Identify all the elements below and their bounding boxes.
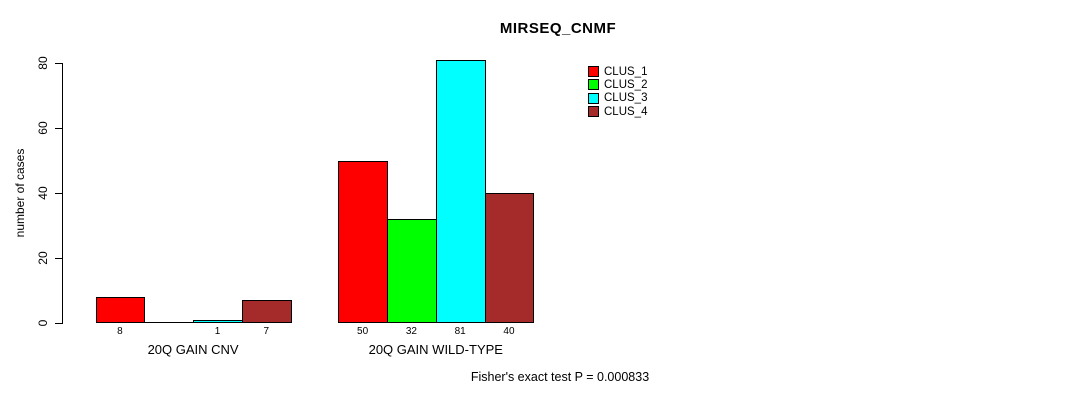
legend-item: CLUS_3 bbox=[588, 92, 647, 105]
x-group-label: 20Q GAIN CNV bbox=[147, 342, 239, 357]
bar-value-label: 81 bbox=[454, 326, 466, 337]
y-tick-mark bbox=[55, 193, 62, 194]
bar-value-label: 1 bbox=[214, 326, 221, 337]
legend-item: CLUS_4 bbox=[588, 105, 647, 118]
legend-label: CLUS_1 bbox=[604, 65, 648, 78]
legend-swatch bbox=[588, 79, 599, 91]
bar bbox=[95, 297, 146, 323]
x-group-label: 20Q GAIN WILD-TYPE bbox=[368, 342, 503, 357]
bar-value-label: 32 bbox=[405, 326, 417, 337]
bar bbox=[144, 322, 195, 323]
bar bbox=[484, 193, 535, 323]
y-tick-mark bbox=[55, 128, 62, 129]
legend-swatch bbox=[588, 92, 599, 104]
legend-label: CLUS_3 bbox=[604, 92, 648, 105]
legend-swatch bbox=[588, 106, 599, 118]
bar bbox=[241, 300, 292, 323]
y-axis-line bbox=[62, 63, 63, 324]
legend-label: CLUS_2 bbox=[604, 78, 648, 91]
y-axis-title: number of cases bbox=[13, 148, 27, 238]
bar-value-label: 7 bbox=[263, 326, 270, 337]
y-tick-label: 60 bbox=[36, 121, 50, 135]
bar bbox=[338, 160, 388, 323]
bar bbox=[387, 219, 437, 323]
y-tick-mark bbox=[55, 323, 62, 324]
legend-label: CLUS_4 bbox=[604, 105, 648, 118]
chart-title: MIRSEQ_CNMF bbox=[499, 20, 617, 37]
y-tick-mark bbox=[55, 63, 62, 64]
y-tick-mark bbox=[55, 258, 62, 259]
legend-swatch bbox=[588, 66, 599, 77]
bar-value-label: 8 bbox=[117, 326, 123, 337]
y-tick-label: 80 bbox=[36, 56, 50, 70]
bar-value-label bbox=[144, 326, 193, 338]
legend-item: CLUS_1 bbox=[588, 65, 647, 78]
bar bbox=[435, 59, 486, 323]
y-tick-label: 20 bbox=[36, 251, 50, 265]
bar-value-label: 40 bbox=[503, 326, 515, 337]
bar-value-label: 50 bbox=[357, 326, 369, 337]
y-tick-label: 40 bbox=[36, 186, 50, 200]
bar bbox=[193, 319, 243, 323]
fisher-test-note: Fisher's exact test P = 0.000833 bbox=[470, 370, 650, 384]
legend-item: CLUS_2 bbox=[588, 78, 647, 91]
y-tick-label: 0 bbox=[36, 319, 50, 327]
